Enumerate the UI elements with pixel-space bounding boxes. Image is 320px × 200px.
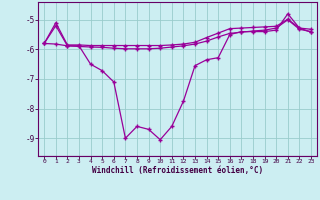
X-axis label: Windchill (Refroidissement éolien,°C): Windchill (Refroidissement éolien,°C) bbox=[92, 166, 263, 175]
